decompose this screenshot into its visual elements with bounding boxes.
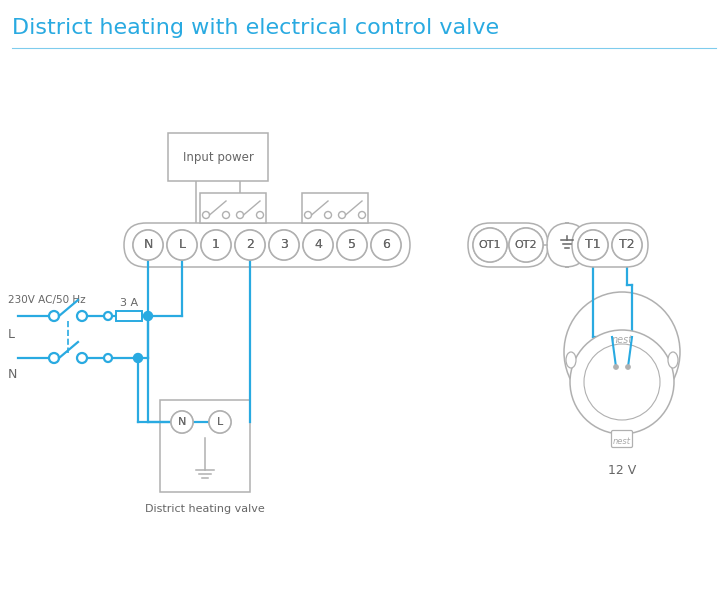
Circle shape <box>473 228 507 262</box>
Circle shape <box>339 211 346 219</box>
Ellipse shape <box>566 352 576 368</box>
Text: 5: 5 <box>348 239 356 251</box>
Text: T1: T1 <box>585 239 601 251</box>
Text: L: L <box>217 417 223 427</box>
Circle shape <box>133 353 143 362</box>
Circle shape <box>133 230 163 260</box>
Circle shape <box>77 353 87 363</box>
Text: 3: 3 <box>280 239 288 251</box>
FancyBboxPatch shape <box>468 223 548 267</box>
Circle shape <box>209 411 231 433</box>
Circle shape <box>612 230 642 260</box>
Circle shape <box>133 230 163 260</box>
Circle shape <box>269 230 299 260</box>
Circle shape <box>143 311 152 321</box>
Circle shape <box>509 228 543 262</box>
Text: 4: 4 <box>314 239 322 251</box>
Ellipse shape <box>564 292 680 412</box>
Ellipse shape <box>668 352 678 368</box>
Text: N: N <box>8 368 17 381</box>
Text: 2: 2 <box>246 239 254 251</box>
Text: T2: T2 <box>620 239 635 251</box>
Circle shape <box>235 230 265 260</box>
Circle shape <box>167 230 197 260</box>
FancyBboxPatch shape <box>124 223 410 267</box>
Circle shape <box>473 228 507 262</box>
Text: L: L <box>178 239 186 251</box>
Text: 6: 6 <box>382 239 390 251</box>
Text: 230V AC/50 Hz: 230V AC/50 Hz <box>8 295 86 305</box>
Circle shape <box>303 230 333 260</box>
Text: nest: nest <box>612 335 633 345</box>
Text: OT1: OT1 <box>479 240 502 250</box>
Circle shape <box>625 365 630 369</box>
Text: 2: 2 <box>246 239 254 251</box>
Circle shape <box>235 230 265 260</box>
Text: 3: 3 <box>280 239 288 251</box>
Circle shape <box>304 211 312 219</box>
Text: N: N <box>178 417 186 427</box>
Text: N: N <box>178 417 186 427</box>
Text: 4: 4 <box>314 239 322 251</box>
Circle shape <box>171 411 193 433</box>
Text: T1: T1 <box>585 239 601 251</box>
Circle shape <box>171 411 193 433</box>
Text: 12 V: 12 V <box>608 463 636 476</box>
Circle shape <box>578 230 608 260</box>
Circle shape <box>358 211 365 219</box>
Text: N: N <box>143 239 153 251</box>
Circle shape <box>49 353 59 363</box>
Circle shape <box>202 211 210 219</box>
FancyBboxPatch shape <box>116 311 142 321</box>
Circle shape <box>104 312 112 320</box>
FancyBboxPatch shape <box>612 431 633 447</box>
Circle shape <box>77 311 87 321</box>
Circle shape <box>371 230 401 260</box>
FancyBboxPatch shape <box>160 400 250 492</box>
Circle shape <box>509 228 543 262</box>
Text: 1: 1 <box>212 239 220 251</box>
Text: nest: nest <box>613 438 631 447</box>
Text: OT1: OT1 <box>479 240 502 250</box>
Text: L: L <box>8 328 15 342</box>
Circle shape <box>201 230 231 260</box>
FancyBboxPatch shape <box>168 133 268 181</box>
Circle shape <box>209 411 231 433</box>
Circle shape <box>201 230 231 260</box>
Text: Input power: Input power <box>183 150 253 163</box>
Circle shape <box>570 330 674 434</box>
Circle shape <box>303 230 333 260</box>
Circle shape <box>223 211 229 219</box>
Circle shape <box>584 344 660 420</box>
Circle shape <box>167 230 197 260</box>
Text: 1: 1 <box>212 239 220 251</box>
Text: OT2: OT2 <box>515 240 537 250</box>
Circle shape <box>614 365 619 369</box>
Circle shape <box>49 311 59 321</box>
FancyBboxPatch shape <box>200 193 266 223</box>
Text: 6: 6 <box>382 239 390 251</box>
FancyBboxPatch shape <box>547 223 587 267</box>
Text: N: N <box>143 239 153 251</box>
Circle shape <box>612 230 642 260</box>
Text: 5: 5 <box>348 239 356 251</box>
Circle shape <box>325 211 331 219</box>
Circle shape <box>337 230 367 260</box>
Circle shape <box>237 211 243 219</box>
Circle shape <box>371 230 401 260</box>
Circle shape <box>337 230 367 260</box>
Circle shape <box>256 211 264 219</box>
Circle shape <box>104 354 112 362</box>
Text: 3 A: 3 A <box>120 298 138 308</box>
Text: District heating with electrical control valve: District heating with electrical control… <box>12 18 499 38</box>
Circle shape <box>578 230 608 260</box>
Text: District heating valve: District heating valve <box>145 504 265 514</box>
Text: T2: T2 <box>620 239 635 251</box>
FancyBboxPatch shape <box>572 223 648 267</box>
FancyBboxPatch shape <box>302 193 368 223</box>
Text: L: L <box>178 239 186 251</box>
Circle shape <box>269 230 299 260</box>
Text: L: L <box>217 417 223 427</box>
Text: OT2: OT2 <box>515 240 537 250</box>
